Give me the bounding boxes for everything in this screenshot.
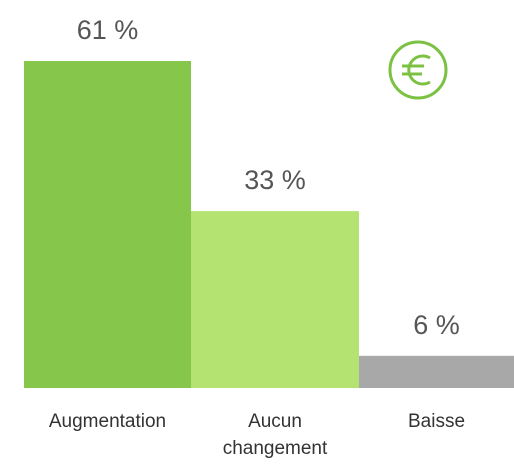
category-label: Baisse xyxy=(407,411,466,432)
bar xyxy=(191,211,359,388)
value-label: 33 % xyxy=(244,165,306,195)
bar xyxy=(359,355,514,388)
value-label: 61 % xyxy=(77,15,139,45)
value-label: 6 % xyxy=(413,310,460,340)
category-label: Augmentation xyxy=(48,411,167,432)
euro-icon xyxy=(388,40,448,100)
category-label: Aucun changement xyxy=(222,411,328,459)
bar xyxy=(24,61,191,388)
